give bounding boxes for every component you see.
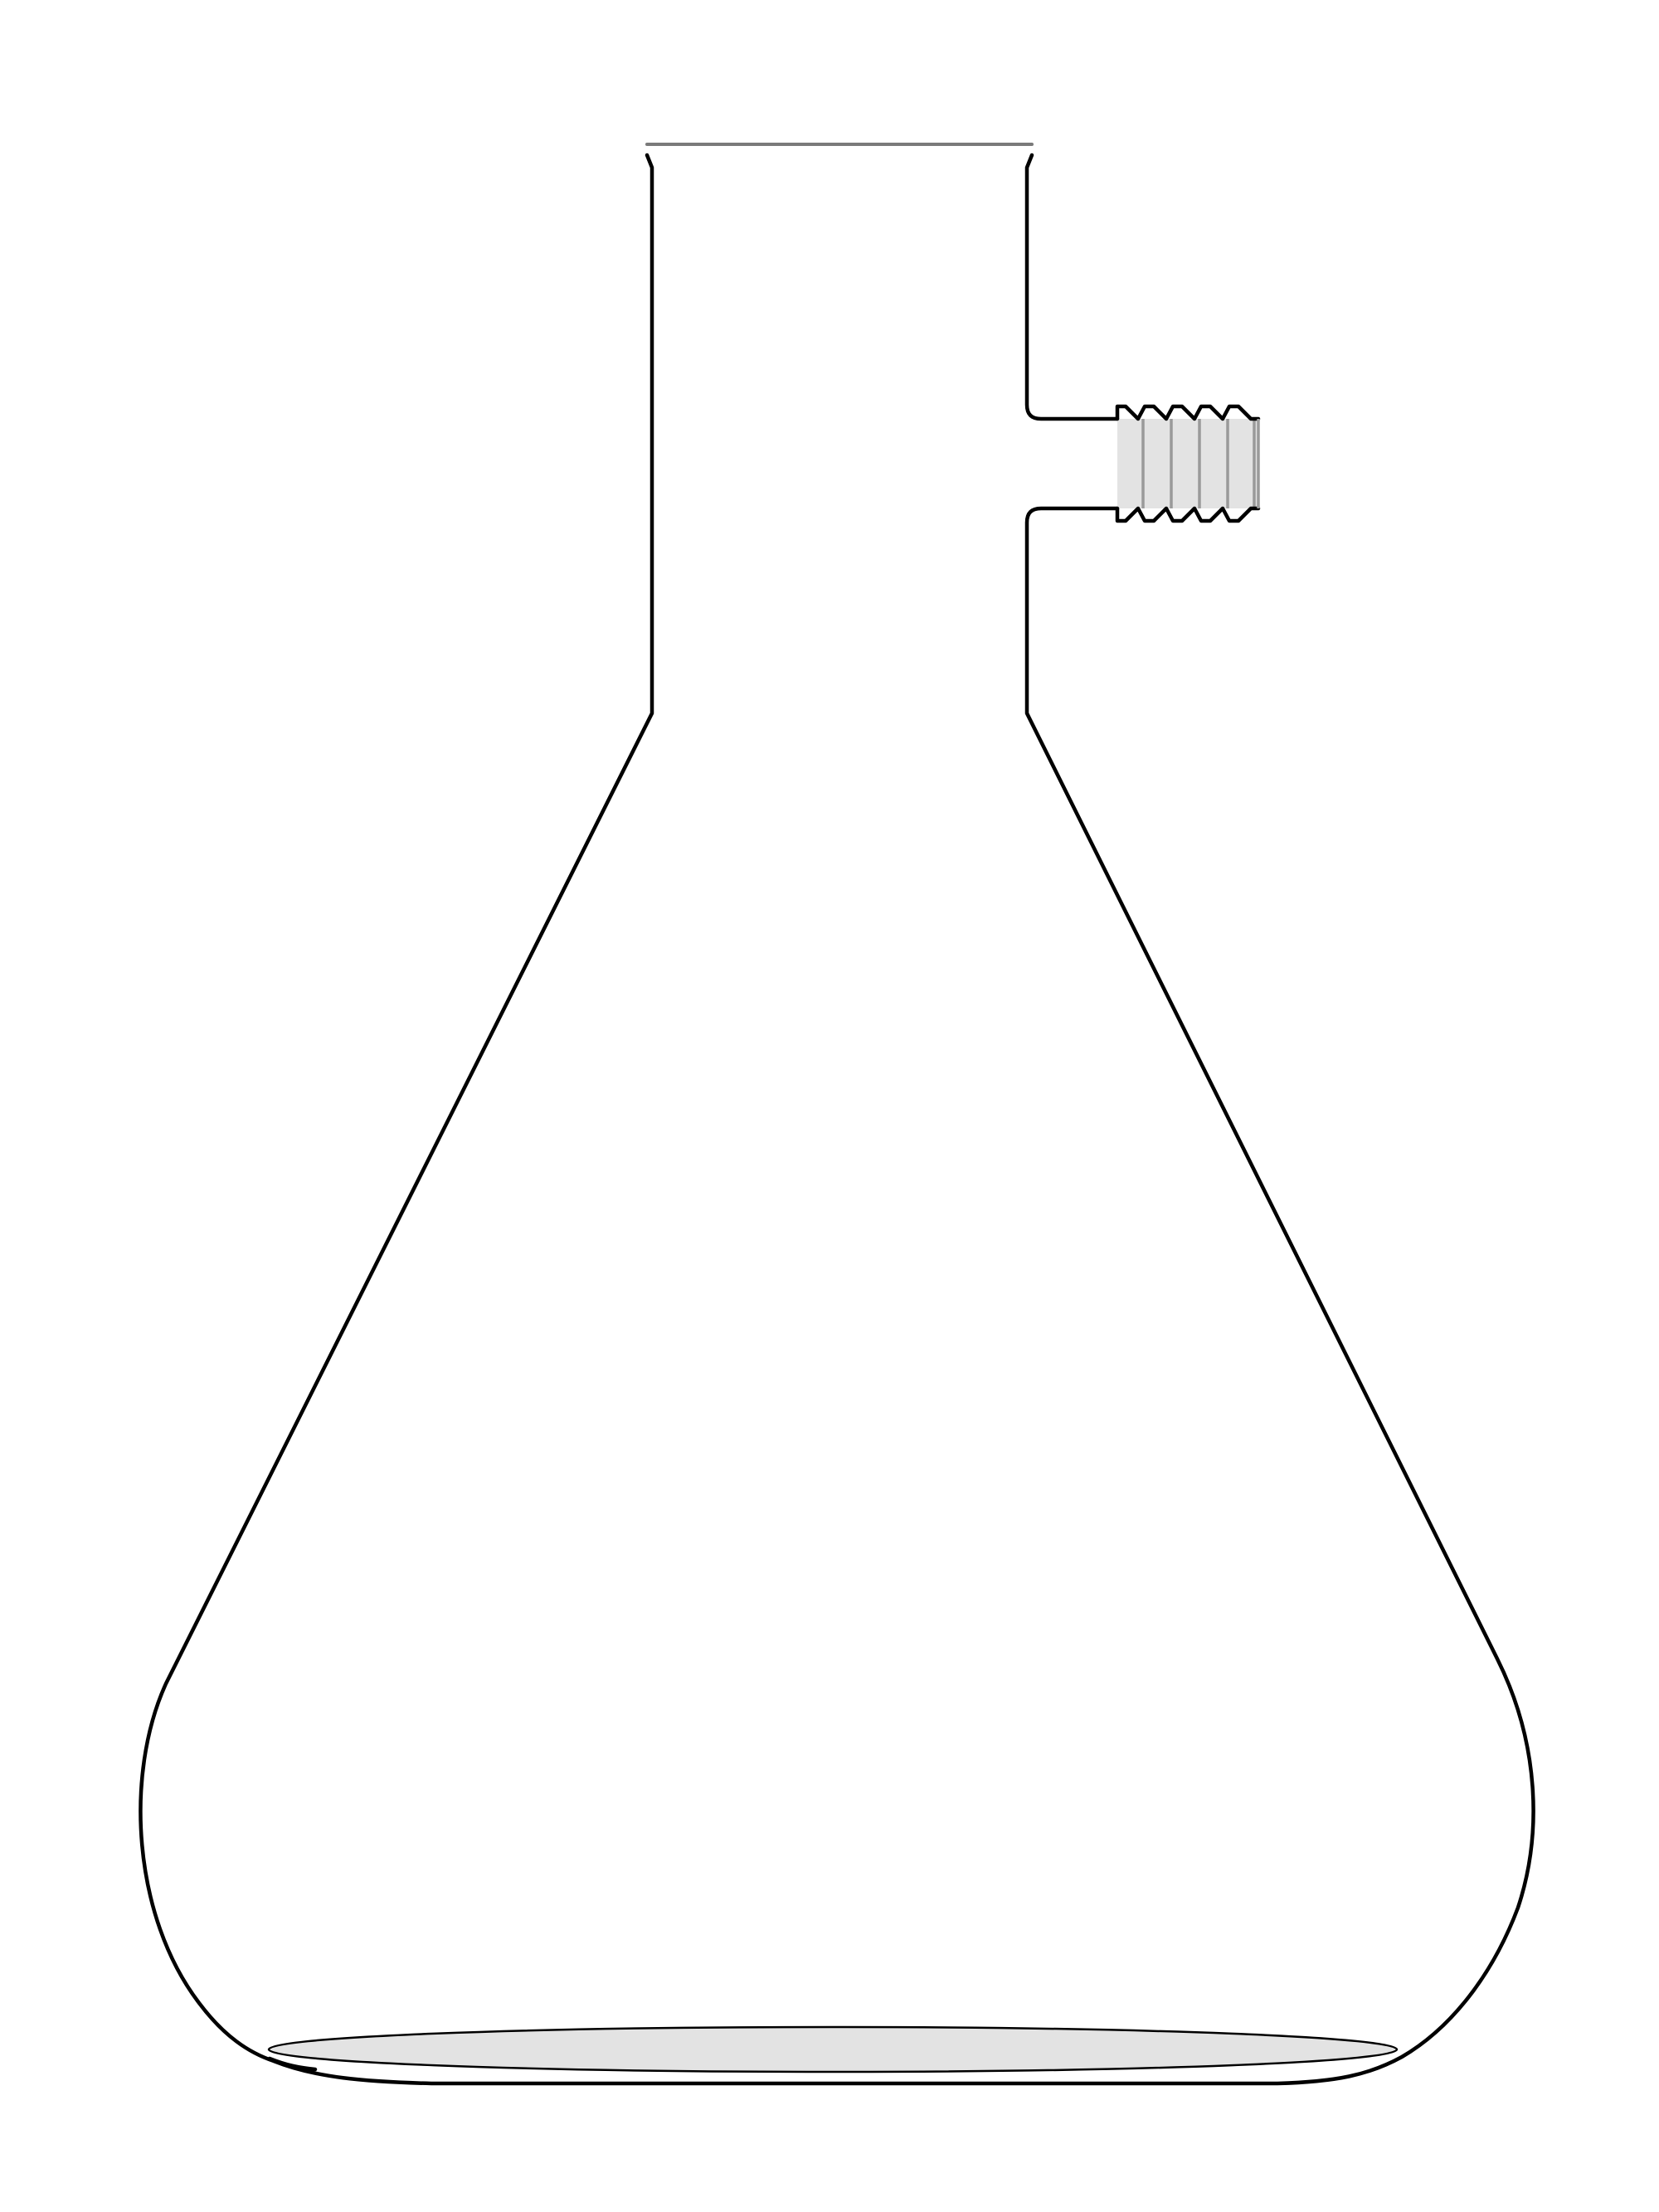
- thread-body: [1117, 419, 1258, 508]
- flask-body-outline: [139, 153, 1535, 2086]
- flask-base-lip: [267, 2056, 318, 2072]
- side-arm-thread: [1115, 404, 1261, 523]
- thread-bottom-edge: [1115, 506, 1261, 523]
- thread-top-edge: [1115, 404, 1261, 421]
- flask-base-ellipse: [267, 2025, 1399, 2073]
